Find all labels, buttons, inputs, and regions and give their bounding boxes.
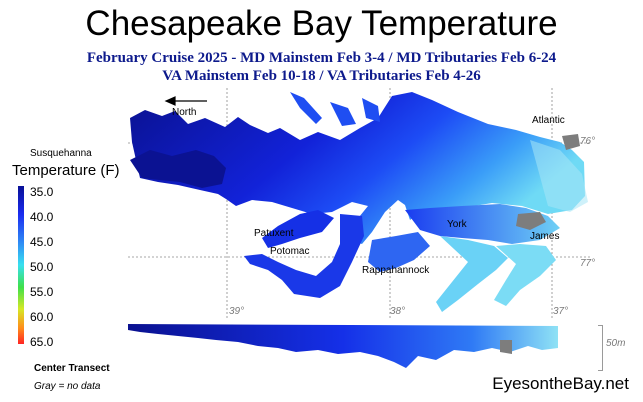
york-water <box>436 236 508 312</box>
legend-tick: 60.0 <box>30 310 54 324</box>
rappahannock-label: Rappahannock <box>362 265 430 276</box>
temperature-colorbar <box>18 186 24 344</box>
eastern-creeks <box>290 92 380 126</box>
gridline-label-77: 77° <box>580 258 596 269</box>
gridline-label-38: 38° <box>390 306 406 317</box>
north-label: North <box>172 107 197 118</box>
york-label: York <box>447 219 467 230</box>
susquehanna-water <box>130 150 226 188</box>
north-arrow <box>164 96 207 106</box>
legend-tick: 40.0 <box>30 210 54 224</box>
susquehanna-label: Susquehanna <box>30 148 92 159</box>
potomac-label: Potomac <box>270 246 310 257</box>
patuxent-water <box>262 210 334 248</box>
site-credit: EyesontheBay.net <box>492 374 629 393</box>
subtitle-line-2: VA Mainstem Feb 10-18 / VA Tributaries F… <box>162 68 481 84</box>
legend-tick: 50.0 <box>30 260 54 274</box>
rappahannock-water <box>368 232 430 272</box>
center-transect-label: Center Transect <box>34 363 110 374</box>
atlantic-label: Atlantic <box>532 115 565 126</box>
subtitle-line-1: February Cruise 2025 - MD Mainstem Feb 3… <box>86 50 557 66</box>
gridline-label-37: 37° <box>553 306 569 317</box>
legend-tick: 65.0 <box>30 335 54 349</box>
james-water <box>494 244 556 306</box>
page-title: Chesapeake Bay Temperature <box>85 4 558 43</box>
legend-tick: 45.0 <box>30 235 54 249</box>
center-transect-profile <box>128 324 558 368</box>
james-label: James <box>530 231 560 242</box>
potomac-water <box>244 214 364 298</box>
gridline-label-76: 76° <box>580 136 596 147</box>
gridline-label-39: 39° <box>229 306 245 317</box>
no-data-patches <box>516 134 580 230</box>
legend-title: Temperature (F) <box>12 162 120 179</box>
depth-scale-bar <box>598 325 603 371</box>
legend-tick: 55.0 <box>30 285 54 299</box>
transect-no-data <box>500 340 512 354</box>
no-data-note: Gray = no data <box>34 381 101 392</box>
patuxent-label: Patuxent <box>254 228 294 239</box>
transect-water <box>128 324 558 368</box>
atlantic-entrance <box>530 140 588 212</box>
depth-scale-label: 50m <box>606 338 626 349</box>
legend-tick: 35.0 <box>30 185 54 199</box>
